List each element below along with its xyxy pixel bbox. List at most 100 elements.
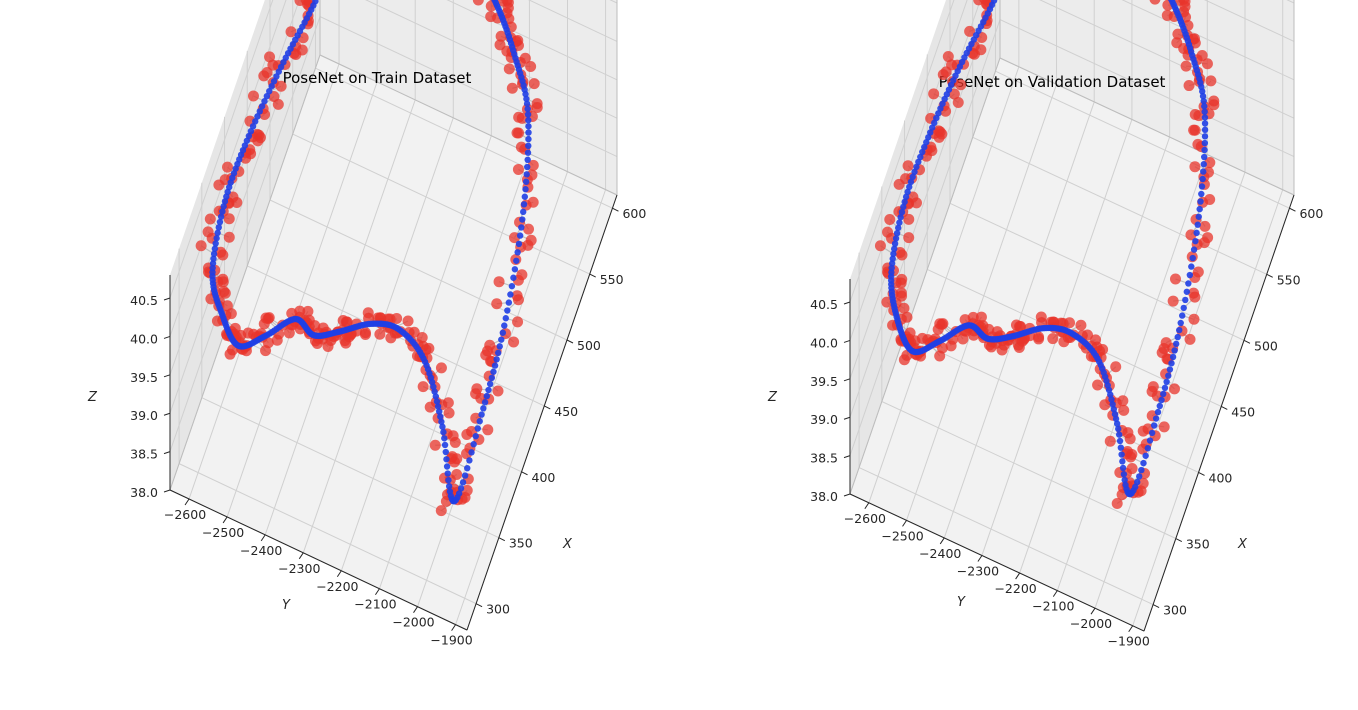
y-tick-label: −2300 xyxy=(278,561,320,576)
x-tick xyxy=(544,405,551,410)
ground-truth-point xyxy=(444,470,451,477)
y-tick-label: −2000 xyxy=(392,615,434,630)
ground-truth-point xyxy=(474,425,481,432)
ground-truth-point xyxy=(921,143,928,151)
z-tick-label: 39.5 xyxy=(810,374,838,389)
ground-truth-point xyxy=(1138,466,1145,474)
predicted-point xyxy=(512,163,524,175)
ground-truth-point xyxy=(1120,471,1128,478)
ground-truth-point xyxy=(913,163,920,171)
train-panel: 38.0 38.5 39.0 39.5 40.0 40.5 −2600 −2500 −2400 −… xyxy=(87,0,646,648)
ground-truth-point xyxy=(990,0,998,4)
ground-truth-point xyxy=(1199,92,1207,100)
predicted-point xyxy=(1118,404,1130,416)
validation-panel: 38.0 38.5 39.0 39.5 40.0 40.5 −2600 −2500 −2400 −… xyxy=(679,0,1358,710)
ground-truth-point xyxy=(520,208,527,216)
x-tick-label: 500 xyxy=(1254,338,1278,353)
ground-truth-point xyxy=(468,449,475,456)
ground-truth-point xyxy=(519,216,526,223)
predicted-point xyxy=(322,340,334,352)
predicted-point xyxy=(229,322,241,334)
ground-truth-point xyxy=(505,299,513,306)
predicted-point xyxy=(1201,58,1213,70)
y-tick xyxy=(939,537,945,545)
predicted-point xyxy=(261,67,273,79)
ground-truth-point xyxy=(1146,437,1154,444)
ground-truth-point xyxy=(911,168,918,176)
ground-truth-point xyxy=(440,428,447,436)
ground-truth-point xyxy=(493,356,500,363)
predicted-point xyxy=(1111,497,1123,509)
z-tick-label: 38.0 xyxy=(130,485,158,500)
x-tick xyxy=(1175,538,1183,542)
ground-truth-point xyxy=(1185,280,1192,287)
predicted-point xyxy=(898,302,910,314)
predicted-point xyxy=(283,327,295,339)
z-tick xyxy=(163,335,171,339)
z-tick-label: 38.5 xyxy=(130,447,158,462)
ground-truth-point xyxy=(212,240,219,247)
x-tick-label: 400 xyxy=(532,470,556,485)
ground-truth-point xyxy=(252,118,259,125)
z-axis-label: Z xyxy=(87,390,98,405)
ground-truth-point xyxy=(483,392,491,400)
predicted-point xyxy=(928,88,940,100)
ground-truth-point xyxy=(488,374,496,382)
predicted-point xyxy=(1137,425,1149,437)
ground-truth-point xyxy=(256,108,263,115)
ground-truth-point xyxy=(1200,97,1207,105)
x-tick xyxy=(566,339,574,344)
y-tick xyxy=(375,588,380,595)
y-tick xyxy=(336,570,342,578)
ground-truth-point xyxy=(481,399,489,406)
predicted-point xyxy=(1122,427,1134,439)
predicted-point xyxy=(300,0,312,6)
predicted-point xyxy=(359,329,371,341)
predicted-point xyxy=(1090,334,1102,346)
predicted-point xyxy=(211,315,223,327)
predicted-point xyxy=(996,344,1008,356)
ground-truth-point xyxy=(439,423,446,430)
predicted-point xyxy=(1104,435,1116,447)
ground-truth-point xyxy=(459,479,467,486)
ground-truth-point xyxy=(895,224,902,232)
ground-truth-point xyxy=(909,173,916,181)
ground-truth-point xyxy=(1160,390,1167,398)
left-wall-pane xyxy=(850,0,1000,494)
ground-truth-point xyxy=(1172,340,1180,348)
predicted-point xyxy=(435,362,447,374)
y-axis-label: Y xyxy=(957,595,966,610)
ground-truth-point xyxy=(524,149,532,156)
predicted-point xyxy=(491,298,503,310)
predicted-point xyxy=(1125,451,1137,463)
predicted-point xyxy=(227,191,239,203)
predicted-point xyxy=(285,26,297,38)
predicted-point xyxy=(245,148,257,160)
y-tick-label: −2400 xyxy=(919,546,961,561)
predicted-point xyxy=(1180,60,1192,72)
x-axis-line xyxy=(466,194,618,631)
ground-truth-point xyxy=(502,315,509,322)
predicted-point xyxy=(967,311,979,323)
z-tick xyxy=(843,339,851,343)
ground-truth-point xyxy=(1199,88,1206,95)
predicted-point xyxy=(472,0,484,6)
predicted-point xyxy=(340,337,352,349)
ground-truth-point xyxy=(464,464,471,472)
ground-truth-point xyxy=(434,403,442,410)
ground-truth-point xyxy=(907,178,915,186)
ground-truth-point xyxy=(1140,459,1147,467)
predicted-point xyxy=(260,345,272,357)
predicted-point xyxy=(493,276,505,288)
predicted-point xyxy=(901,311,913,323)
ground-truth-point xyxy=(472,433,479,440)
floor-grid-line xyxy=(906,84,1058,521)
y-tick-label: −2200 xyxy=(994,581,1036,596)
ground-truth-point xyxy=(890,250,897,258)
ground-truth-point xyxy=(442,448,449,456)
x-axis-label: X xyxy=(562,537,573,552)
predicted-point xyxy=(1035,311,1047,323)
predicted-point xyxy=(934,126,946,138)
ground-truth-point xyxy=(1168,360,1175,367)
ground-truth-point xyxy=(498,336,505,343)
